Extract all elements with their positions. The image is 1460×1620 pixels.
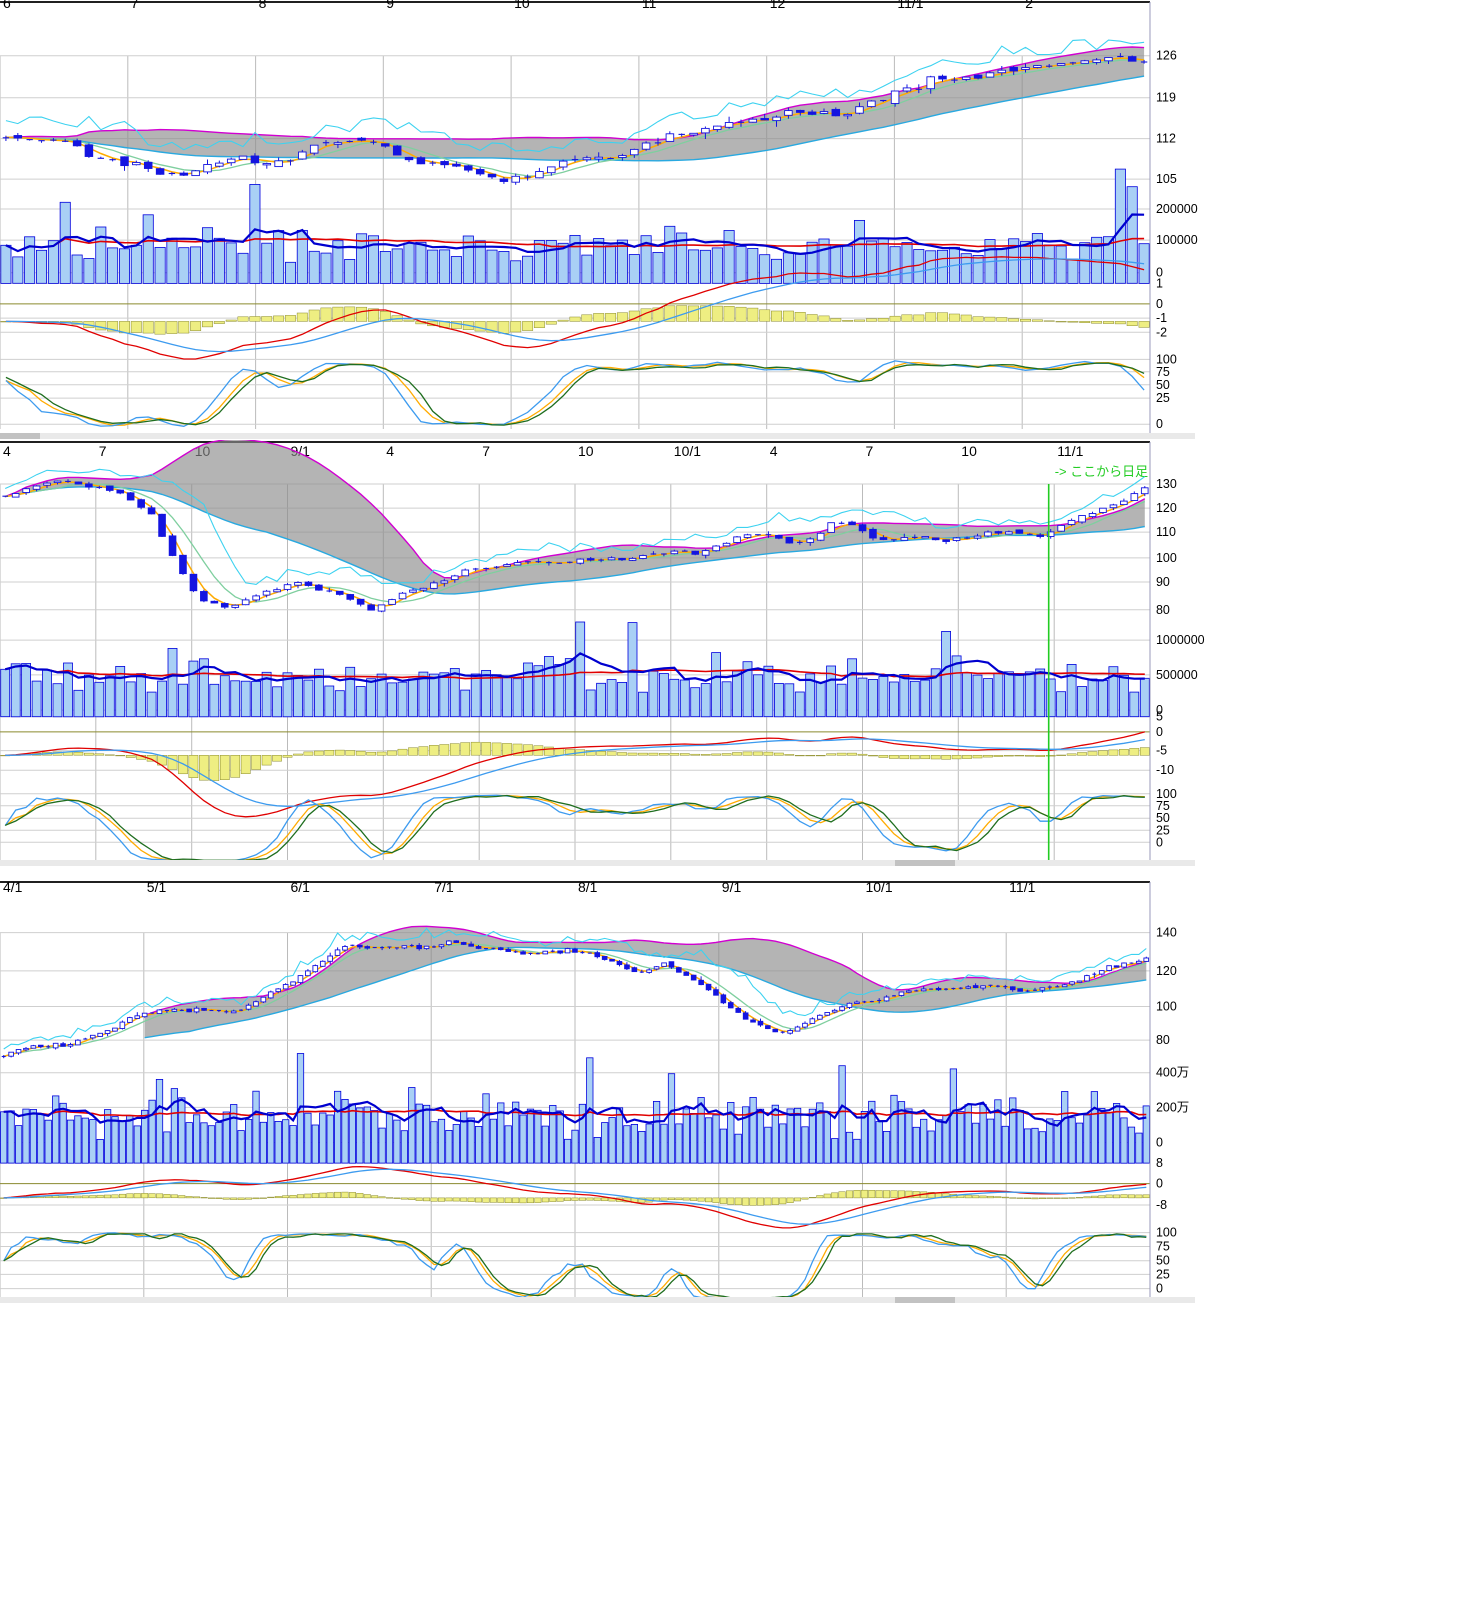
- svg-text:0: 0: [1156, 417, 1163, 431]
- svg-text:119: 119: [1156, 91, 1176, 105]
- svg-text:110: 110: [1156, 525, 1176, 539]
- svg-text:1: 1: [1156, 276, 1163, 290]
- svg-text:7: 7: [131, 0, 139, 11]
- svg-text:10: 10: [961, 443, 977, 459]
- svg-text:11/1: 11/1: [1057, 443, 1083, 459]
- svg-text:10: 10: [514, 0, 530, 11]
- svg-text:11/1: 11/1: [897, 0, 923, 11]
- svg-text:100000: 100000: [1156, 233, 1198, 247]
- svg-text:0: 0: [1156, 1282, 1163, 1296]
- svg-text:200000: 200000: [1156, 202, 1198, 216]
- svg-text:7/1: 7/1: [434, 880, 454, 895]
- svg-text:126: 126: [1156, 49, 1177, 63]
- svg-text:75: 75: [1156, 1239, 1170, 1253]
- svg-text:10/1: 10/1: [865, 880, 892, 895]
- svg-text:5/1: 5/1: [147, 880, 167, 895]
- svg-text:50: 50: [1156, 1254, 1170, 1268]
- svg-text:-10: -10: [1156, 763, 1174, 777]
- svg-text:-8: -8: [1156, 1198, 1167, 1212]
- svg-text:-5: -5: [1156, 744, 1167, 758]
- svg-text:500000: 500000: [1156, 668, 1198, 682]
- svg-text:80: 80: [1156, 1033, 1170, 1047]
- svg-text:6: 6: [3, 0, 11, 11]
- svg-text:0: 0: [1156, 725, 1163, 739]
- svg-text:8/1: 8/1: [578, 880, 598, 895]
- svg-text:11/1: 11/1: [1009, 880, 1035, 895]
- svg-text:4: 4: [3, 443, 11, 459]
- svg-text:200万: 200万: [1156, 1100, 1189, 1114]
- svg-text:6/1: 6/1: [291, 880, 311, 895]
- svg-text:-> ここから日足: -> ここから日足: [1055, 464, 1148, 479]
- svg-text:112: 112: [1156, 132, 1176, 146]
- svg-text:25: 25: [1156, 391, 1170, 405]
- svg-text:-1: -1: [1156, 311, 1167, 325]
- svg-text:9: 9: [386, 0, 394, 11]
- svg-text:0: 0: [1156, 1177, 1163, 1191]
- svg-text:10/1: 10/1: [674, 443, 701, 459]
- svg-text:400万: 400万: [1156, 1066, 1189, 1080]
- svg-text:4: 4: [770, 443, 778, 459]
- svg-text:7: 7: [482, 443, 490, 459]
- svg-text:100: 100: [1156, 999, 1177, 1013]
- svg-text:1000000: 1000000: [1156, 633, 1205, 647]
- svg-text:25: 25: [1156, 1267, 1170, 1281]
- svg-text:5: 5: [1156, 710, 1163, 724]
- svg-text:4/1: 4/1: [3, 880, 23, 895]
- svg-text:8: 8: [259, 0, 267, 11]
- svg-text:130: 130: [1156, 477, 1177, 491]
- svg-text:90: 90: [1156, 575, 1170, 589]
- svg-text:50: 50: [1156, 378, 1170, 392]
- svg-text:11: 11: [642, 0, 657, 11]
- svg-text:80: 80: [1156, 603, 1170, 617]
- svg-text:0: 0: [1156, 297, 1163, 311]
- svg-text:120: 120: [1156, 964, 1177, 978]
- svg-text:9/1: 9/1: [722, 880, 742, 895]
- svg-text:100: 100: [1156, 551, 1177, 565]
- svg-text:-2: -2: [1156, 325, 1167, 339]
- svg-text:0: 0: [1156, 835, 1163, 849]
- svg-text:12: 12: [770, 0, 786, 11]
- svg-text:7: 7: [99, 443, 107, 459]
- svg-text:100: 100: [1156, 1226, 1177, 1240]
- svg-text:105: 105: [1156, 172, 1177, 186]
- svg-text:4: 4: [386, 443, 394, 459]
- svg-text:120: 120: [1156, 501, 1177, 515]
- svg-text:10: 10: [578, 443, 594, 459]
- svg-text:8: 8: [1156, 1156, 1163, 1170]
- svg-text:2: 2: [1025, 0, 1033, 11]
- svg-text:140: 140: [1156, 926, 1177, 940]
- svg-text:75: 75: [1156, 365, 1170, 379]
- svg-text:0: 0: [1156, 1135, 1163, 1149]
- svg-text:7: 7: [865, 443, 873, 459]
